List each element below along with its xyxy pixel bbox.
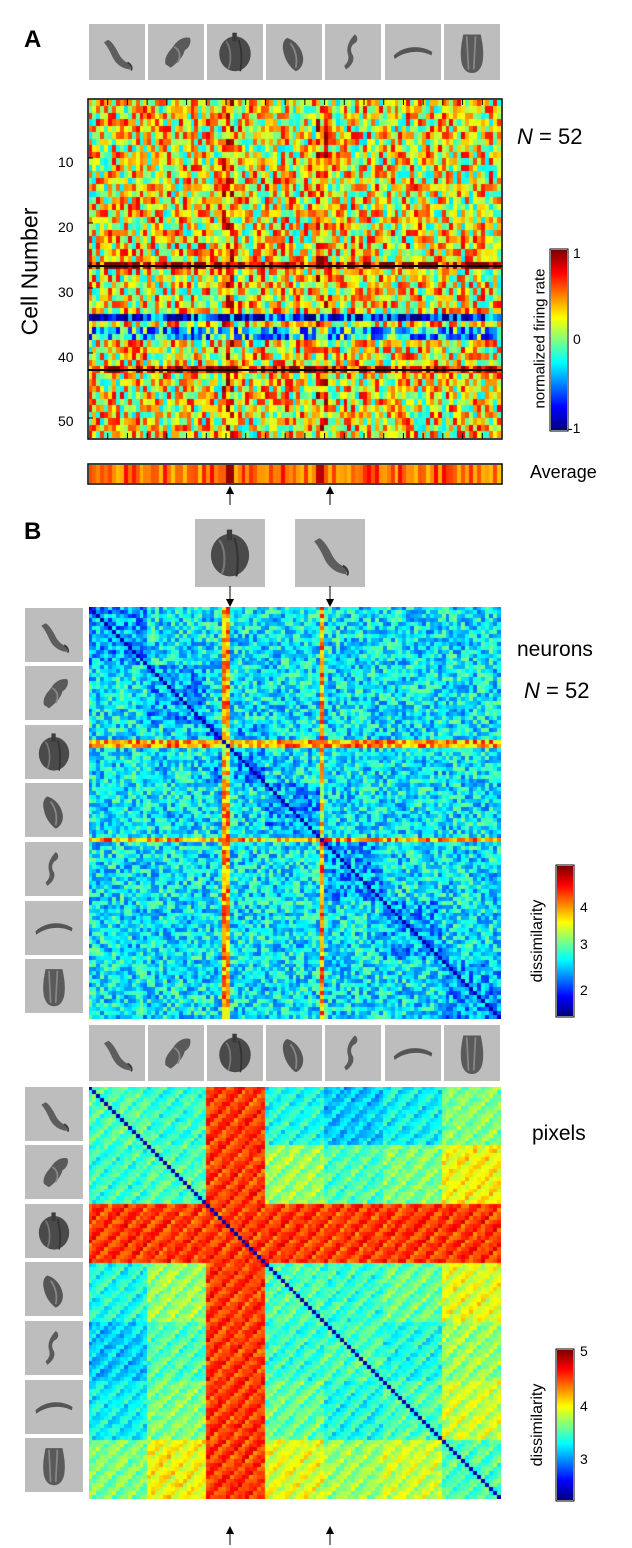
neurons-colorbar	[557, 866, 573, 1016]
neurons-dissimilarity-matrix	[89, 607, 501, 1019]
pepper-shape-icon	[219, 32, 251, 72]
stimulus-thumbnail	[148, 1025, 204, 1081]
colorbar-tick: 1	[573, 245, 581, 261]
stimulus-thumbnail	[25, 959, 83, 1013]
y-axis-label: Cell Number	[16, 207, 43, 336]
stimulus-thumbnail	[25, 608, 83, 662]
stimulus-thumbnail	[266, 24, 322, 80]
colorbar-label: normalized firing rate	[531, 268, 549, 409]
stimulus-thumbnail	[195, 519, 265, 587]
colorbar-tick: 5	[580, 1343, 588, 1359]
colorbar-tick: 2	[580, 982, 588, 998]
pepper-shape-icon	[38, 1212, 70, 1250]
arrow-up-icon	[326, 1526, 334, 1545]
n-count-label: N = 52	[524, 678, 590, 703]
stimulus-thumbnail	[89, 1025, 145, 1081]
stimulus-thumbnail	[25, 901, 83, 955]
stimulus-thumbnail	[25, 1204, 83, 1258]
arrow-down-icon	[226, 586, 234, 607]
panel-a-letter: A	[24, 26, 42, 53]
firing-rate-heatmap	[89, 100, 501, 438]
stimulus-thumbnail	[25, 783, 83, 837]
arrow-up-icon	[226, 486, 234, 505]
colorbar-tick: 4	[580, 1398, 588, 1414]
folded-shape-icon	[282, 38, 304, 72]
stimulus-thumbnail	[25, 725, 83, 779]
hook-shape-icon	[344, 1035, 358, 1071]
panel-b-letter: B	[24, 518, 42, 545]
vase-shape-icon	[460, 34, 484, 73]
hook-shape-icon	[45, 1331, 59, 1365]
colorbar-tick: 4	[580, 899, 588, 915]
arc-shape-icon	[35, 1402, 73, 1414]
stimulus-thumbnail	[25, 1262, 83, 1316]
stimulus-thumbnail	[325, 1025, 381, 1081]
folded-shape-icon	[43, 796, 63, 829]
y-tick: 20	[58, 219, 74, 235]
colorbar-tick: 3	[580, 1451, 588, 1467]
curved-tube-icon	[103, 1040, 133, 1072]
folded-shape-icon	[43, 1275, 63, 1308]
arc-shape-icon	[393, 47, 433, 59]
stimulus-thumbnail	[25, 1321, 83, 1375]
stimulus-thumbnail	[25, 1380, 83, 1434]
y-tick: 10	[58, 154, 74, 170]
twisted-shape-icon	[165, 1038, 191, 1069]
pixels-colorbar	[557, 1350, 573, 1500]
colorbar-tick: 0	[573, 331, 581, 347]
hook-shape-icon	[344, 34, 358, 70]
pixels-label: pixels	[532, 1122, 586, 1145]
stimulus-thumbnail	[25, 1438, 83, 1492]
colorbar-label: dissimilarity	[529, 899, 546, 983]
vase-shape-icon	[460, 1035, 484, 1074]
folded-shape-icon	[282, 1039, 304, 1073]
twisted-shape-icon	[43, 679, 68, 709]
stimulus-thumbnail	[266, 1025, 322, 1081]
stimulus-thumbnail	[385, 24, 441, 80]
n-count-label: N = 52	[517, 124, 583, 149]
stimulus-thumbnail	[25, 666, 83, 720]
pepper-shape-icon	[219, 1033, 251, 1073]
vase-shape-icon	[43, 969, 65, 1007]
stimulus-thumbnail	[444, 1025, 500, 1081]
pepper-shape-icon	[210, 529, 250, 577]
curved-tube-icon	[103, 39, 133, 71]
stimulus-thumbnail	[444, 24, 500, 80]
curved-tube-icon	[314, 538, 349, 576]
stimulus-thumbnail	[207, 1025, 263, 1081]
vase-shape-icon	[43, 1448, 65, 1486]
hook-shape-icon	[45, 852, 59, 886]
arrow-up-icon	[326, 486, 334, 505]
firing-rate-colorbar	[551, 250, 567, 430]
average-label: Average	[530, 462, 597, 482]
stimulus-thumbnail	[25, 842, 83, 896]
y-tick: 50	[58, 413, 74, 429]
stimulus-thumbnail	[89, 24, 145, 80]
arc-shape-icon	[35, 923, 73, 935]
pixels-dissimilarity-matrix	[89, 1087, 501, 1499]
stimulus-thumbnail	[295, 519, 365, 587]
arrow-up-icon	[226, 1526, 234, 1545]
stimulus-thumbnail	[325, 24, 381, 80]
y-tick: 30	[58, 284, 74, 300]
arc-shape-icon	[393, 1048, 433, 1060]
colorbar-tick: 3	[580, 936, 588, 952]
twisted-shape-icon	[43, 1158, 68, 1188]
stimulus-thumbnail	[148, 24, 204, 80]
stimulus-thumbnail	[25, 1145, 83, 1199]
average-strip	[89, 465, 501, 483]
stimulus-thumbnail	[25, 1087, 83, 1141]
y-tick: 40	[58, 349, 74, 365]
pepper-shape-icon	[38, 733, 70, 771]
curved-tube-icon	[41, 1102, 69, 1133]
neurons-label: neurons	[517, 638, 593, 661]
curved-tube-icon	[41, 623, 69, 654]
stimulus-thumbnail	[207, 24, 263, 80]
arrow-down-icon	[326, 586, 334, 607]
colorbar-label: dissimilarity	[529, 1383, 546, 1467]
stimulus-thumbnail	[385, 1025, 441, 1081]
twisted-shape-icon	[165, 37, 191, 68]
colorbar-tick: -1	[568, 420, 581, 436]
firing-rate-axes	[87, 98, 503, 440]
